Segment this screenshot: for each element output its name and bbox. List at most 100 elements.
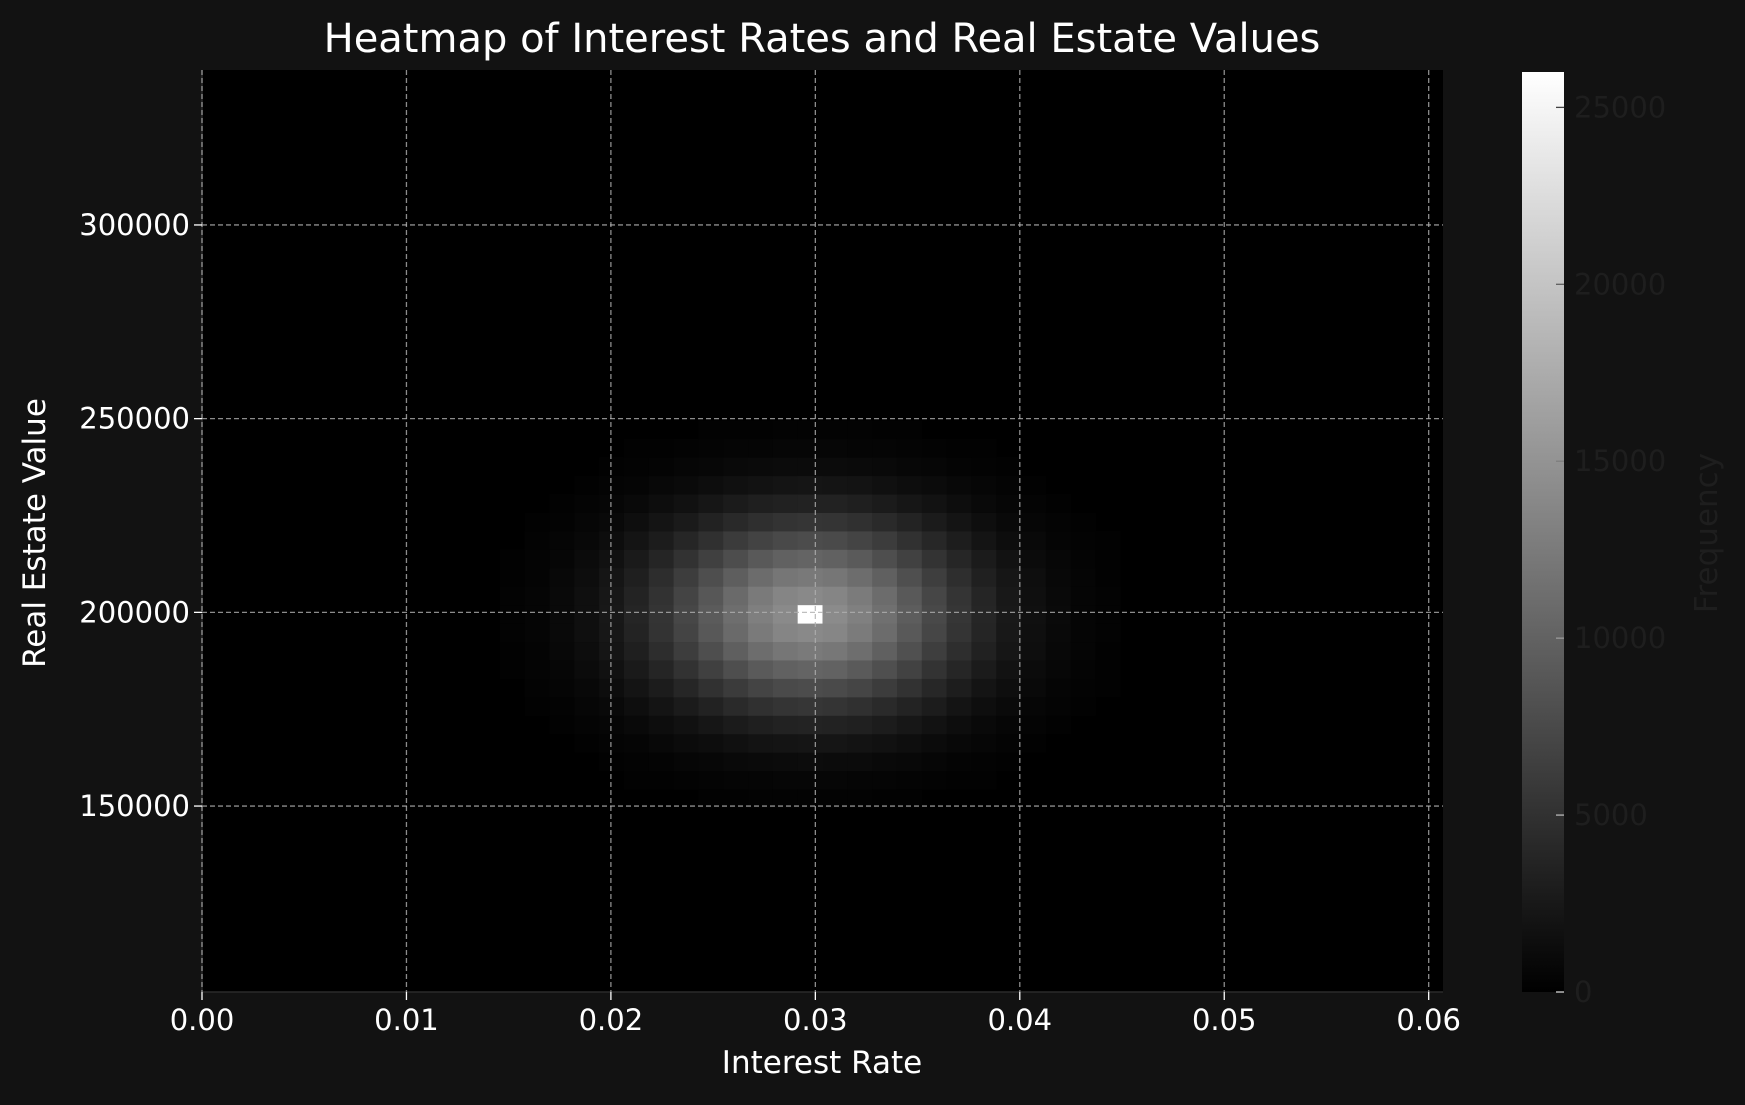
heatmap-cell: [648, 457, 674, 477]
colorbar-tick-label: 15000: [1574, 444, 1666, 478]
heatmap-cell: [1095, 567, 1121, 587]
heatmap-cell: [574, 641, 600, 661]
heatmap-cell: [896, 457, 923, 477]
heatmap-cell: [1021, 715, 1047, 735]
heatmap-cell: [996, 494, 1022, 513]
heatmap-cell: [623, 733, 650, 753]
heatmap-cell: [896, 604, 923, 624]
heatmap-cell: [1095, 623, 1121, 643]
heatmap-cell: [822, 586, 848, 606]
heatmap-cell: [748, 641, 774, 661]
heatmap-cell: [648, 567, 674, 587]
heatmap-cell: [797, 567, 823, 587]
heatmap-cell: [698, 420, 724, 440]
heatmap-cell: [549, 696, 575, 716]
heatmap-cell: [1095, 641, 1121, 661]
heatmap-cell: [648, 696, 674, 716]
heatmap-cell: [499, 549, 526, 569]
heatmap-cell: [1021, 494, 1047, 513]
heatmap-cell: [847, 549, 873, 569]
heatmap-cell: [673, 641, 699, 661]
heatmap-cell: [896, 770, 923, 790]
heatmap-cell: [723, 641, 749, 661]
heatmap-cell: [946, 586, 972, 606]
heatmap-cell: [748, 512, 774, 532]
heatmap-cell: [698, 457, 724, 477]
heatmap-cell: [599, 586, 625, 606]
heatmap-cell: [574, 604, 600, 624]
heatmap-cell: [524, 531, 550, 550]
heatmap-cell: [1070, 660, 1096, 679]
heatmap-cell: [549, 715, 575, 735]
heatmap-cell: [822, 715, 848, 735]
heatmap-cell: [847, 438, 873, 458]
heatmap-cell: [971, 549, 997, 569]
heatmap-cell: [623, 623, 650, 643]
heatmap-cell: [847, 623, 873, 643]
heatmap-cell: [549, 549, 575, 569]
heatmap-cell: [623, 641, 650, 661]
heatmap-cell: [1045, 623, 1072, 643]
heatmap-cell: [748, 623, 774, 643]
heatmap-cell: [748, 678, 774, 698]
heatmap-cell: [996, 623, 1022, 643]
heatmap-cell: [822, 789, 848, 808]
heatmap-cell: [698, 789, 724, 808]
heatmap-cell: [772, 475, 799, 495]
heatmap-cell: [797, 770, 823, 790]
heatmap-cell: [648, 586, 674, 606]
heatmap-cell: [499, 586, 526, 606]
heatmap-cell: [574, 715, 600, 735]
heatmap-cell: [623, 586, 650, 606]
heatmap-cell: [896, 586, 923, 606]
heatmap-cell: [1045, 494, 1072, 513]
heatmap-cell: [623, 512, 650, 532]
heatmap-cell: [673, 567, 699, 587]
heatmap-cell: [574, 733, 600, 753]
x-tick-label: 0.01: [374, 1003, 439, 1037]
heatmap-cell: [524, 567, 550, 587]
heatmap-cell: [1095, 678, 1121, 698]
heatmap-cell: [748, 475, 774, 495]
heatmap-cell: [549, 512, 575, 532]
heatmap-cell: [723, 733, 749, 753]
heatmap-cell: [946, 512, 972, 532]
colorbar-tick-label: 25000: [1574, 90, 1666, 124]
chart-title: Heatmap of Interest Rates and Real Estat…: [324, 16, 1321, 62]
heatmap-cell: [574, 494, 600, 513]
heatmap-cell: [648, 494, 674, 513]
heatmap-cell: [1045, 531, 1072, 550]
heatmap-cell: [648, 512, 674, 532]
heatmap-cell: [772, 770, 799, 790]
heatmap-cell: [698, 475, 724, 495]
heatmap-cell: [772, 549, 799, 569]
heatmap-cell: [847, 696, 873, 716]
heatmap-cell: [971, 752, 997, 772]
heatmap-cell: [648, 715, 674, 735]
heatmap-cell: [847, 531, 873, 550]
x-tick-label: 0.02: [579, 1003, 644, 1037]
heatmap-cell: [748, 457, 774, 477]
heatmap-cell: [1070, 678, 1096, 698]
heatmap-cell: [872, 715, 898, 735]
x-tick-label: 0.06: [1396, 1003, 1461, 1037]
heatmap-cell: [872, 567, 898, 587]
heatmap-cell: [921, 567, 947, 587]
y-tick-label: 250000: [79, 402, 190, 436]
heatmap-cell: [1045, 678, 1072, 698]
heatmap-cell: [847, 604, 873, 624]
heatmap-cell: [673, 475, 699, 495]
heatmap-cell: [996, 678, 1022, 698]
heatmap-cell: [872, 770, 898, 790]
heatmap-cell: [971, 623, 997, 643]
heatmap-cell: [971, 457, 997, 477]
heatmap-cell: [772, 457, 799, 477]
heatmap-cell: [946, 733, 972, 753]
heatmap-cell: [673, 696, 699, 716]
heatmap-cell: [599, 641, 625, 661]
heatmap-cell: [847, 715, 873, 735]
heatmap-cell: [797, 475, 823, 495]
heatmap-cell: [1021, 641, 1047, 661]
heatmap-cell: [996, 512, 1022, 532]
heatmap-cell: [1070, 567, 1096, 587]
